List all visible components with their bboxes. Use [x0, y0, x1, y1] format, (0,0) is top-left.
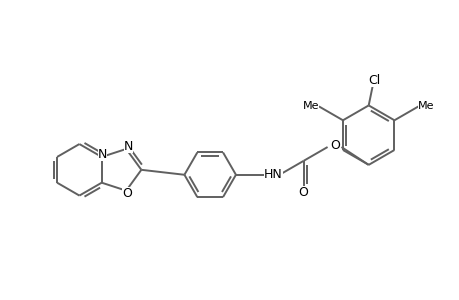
Text: O: O: [122, 187, 132, 200]
Text: Me: Me: [417, 101, 434, 111]
Text: Cl: Cl: [368, 74, 380, 87]
Text: N: N: [123, 140, 133, 152]
Text: O: O: [330, 139, 340, 152]
Text: O: O: [298, 186, 308, 199]
Text: N: N: [98, 148, 107, 161]
Text: HN: HN: [263, 168, 282, 181]
Text: Me: Me: [302, 101, 319, 111]
